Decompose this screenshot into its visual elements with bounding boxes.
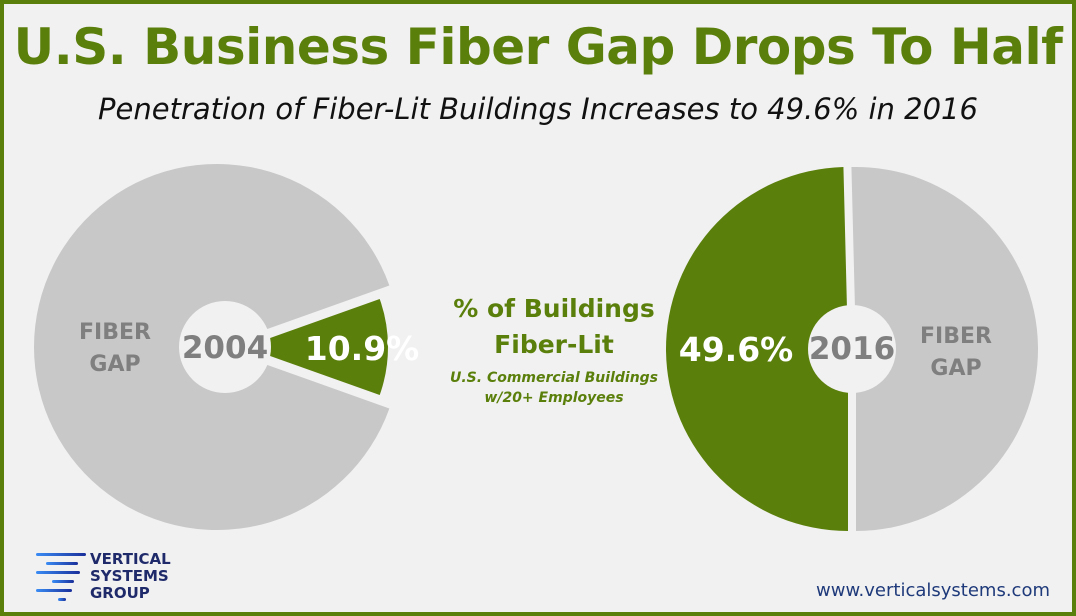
vertical-systems-logo: VERTICAL SYSTEMS GROUP [32, 549, 182, 605]
center-heading-line1: % of Buildings [453, 294, 655, 323]
label-fiber-lit-2016: 49.6% [679, 330, 794, 369]
label-fiber-lit-2004: 10.9% [305, 329, 420, 368]
pie-hole-2004 [179, 301, 271, 393]
logo-line1: VERTICAL [90, 550, 171, 568]
label-fiber-gap-2004-line1: FIBER [79, 320, 151, 345]
page-title: U.S. Business Fiber Gap Drops To Half [13, 18, 1063, 76]
logo-line2: SYSTEMS [90, 567, 169, 585]
pie-charts: FIBER GAP 2004 10.9% FIBER GAP 2016 49.6… [33, 163, 1039, 531]
subtitle: Penetration of Fiber-Lit Buildings Incre… [98, 92, 978, 126]
website-link[interactable]: www.verticalsystems.com [816, 580, 1050, 601]
label-fiber-gap-2016-line2: GAP [930, 356, 981, 381]
pie-2004: FIBER GAP 2004 10.9% [33, 163, 420, 530]
slice-fiber-gap-2016 [851, 166, 1039, 531]
label-fiber-gap-2004-line2: GAP [89, 352, 140, 377]
label-fiber-gap-2016-line1: FIBER [920, 324, 992, 349]
slice-fiber-lit-2004 [245, 298, 388, 396]
logo-line3: GROUP [90, 584, 150, 602]
pie-2016: FIBER GAP 2016 49.6% [666, 166, 1039, 531]
logo-bars-icon [36, 553, 86, 601]
slice-fiber-lit-2016 [666, 167, 848, 531]
center-heading-line2: Fiber-Lit [494, 330, 614, 359]
year-label-2004: 2004 [182, 330, 268, 366]
year-label-2016: 2016 [809, 331, 895, 367]
pie-hole-2016 [808, 305, 896, 393]
center-note-line1: U.S. Commercial Buildings [449, 370, 659, 386]
center-note-line2: w/20+ Employees [484, 390, 624, 406]
